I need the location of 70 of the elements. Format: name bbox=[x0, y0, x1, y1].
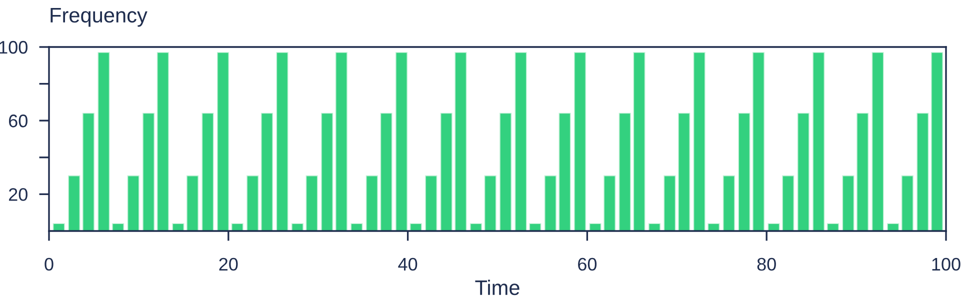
x-tick-label: 20 bbox=[219, 258, 238, 271]
bar bbox=[484, 175, 496, 231]
bar bbox=[321, 112, 334, 231]
bar bbox=[350, 223, 363, 231]
bar bbox=[186, 175, 199, 231]
bar bbox=[826, 223, 839, 231]
bar bbox=[589, 223, 602, 231]
bar bbox=[558, 112, 571, 231]
bar bbox=[708, 223, 720, 231]
bar bbox=[856, 112, 869, 231]
bar bbox=[752, 52, 765, 231]
bar bbox=[901, 175, 914, 231]
bar bbox=[633, 52, 646, 231]
bar bbox=[529, 223, 542, 231]
bar bbox=[618, 112, 631, 231]
bar bbox=[514, 52, 527, 231]
bar bbox=[306, 175, 318, 231]
bar bbox=[931, 52, 944, 231]
bar bbox=[335, 52, 348, 231]
bar bbox=[872, 52, 884, 231]
y-tick-label: 60 bbox=[9, 114, 28, 128]
bar bbox=[648, 223, 660, 231]
bar bbox=[410, 223, 422, 231]
bar bbox=[276, 52, 288, 231]
bar bbox=[112, 223, 124, 231]
bar bbox=[797, 112, 810, 231]
bar bbox=[260, 112, 273, 231]
bar bbox=[693, 52, 706, 231]
bar bbox=[812, 52, 825, 231]
bar bbox=[142, 112, 155, 231]
bar bbox=[887, 223, 900, 231]
bar bbox=[172, 223, 184, 231]
bar bbox=[604, 175, 616, 231]
bar bbox=[782, 175, 794, 231]
bar bbox=[664, 175, 676, 231]
bar bbox=[470, 223, 482, 231]
bar bbox=[68, 175, 80, 231]
x-tick-label: 100 bbox=[932, 258, 960, 271]
bar bbox=[440, 112, 452, 231]
bar bbox=[454, 52, 467, 231]
bar bbox=[396, 52, 408, 231]
x-tick-label: 60 bbox=[578, 258, 597, 271]
bar bbox=[842, 175, 854, 231]
bar bbox=[202, 112, 214, 231]
x-axis-title: Time bbox=[475, 280, 520, 296]
bar bbox=[380, 112, 392, 231]
bar bbox=[291, 223, 304, 231]
bar bbox=[738, 112, 750, 231]
bar bbox=[500, 112, 512, 231]
y-axis-title: Frequency bbox=[50, 8, 148, 27]
bar bbox=[678, 112, 690, 231]
bar bbox=[768, 223, 780, 231]
bar bbox=[82, 112, 94, 231]
bar bbox=[98, 52, 110, 231]
x-tick-label: 0 bbox=[44, 258, 54, 271]
bar bbox=[544, 175, 556, 231]
bar bbox=[916, 112, 929, 231]
bar bbox=[217, 52, 230, 231]
x-tick-label: 40 bbox=[398, 258, 418, 271]
bar bbox=[574, 52, 586, 231]
bar bbox=[156, 52, 169, 231]
bar bbox=[127, 175, 140, 231]
bar bbox=[231, 223, 244, 231]
bar bbox=[52, 223, 65, 231]
bar bbox=[722, 175, 735, 231]
y-tick-label: 20 bbox=[8, 188, 28, 201]
bar bbox=[246, 175, 259, 231]
bar bbox=[425, 175, 438, 231]
x-tick-label: 80 bbox=[757, 258, 776, 271]
bar bbox=[366, 175, 378, 231]
